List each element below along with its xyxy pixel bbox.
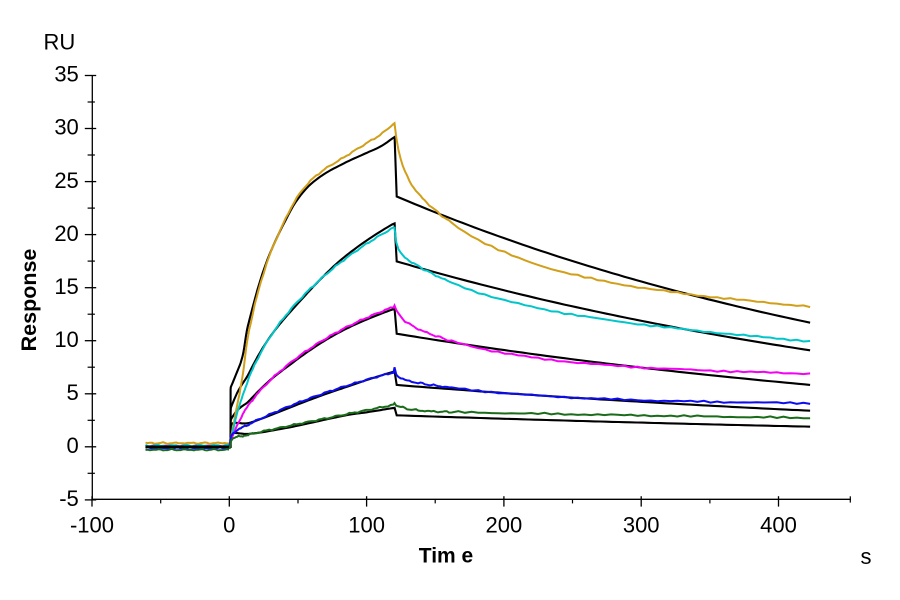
svg-text:5: 5 xyxy=(67,380,79,405)
svg-text:Tim e: Tim e xyxy=(419,544,473,567)
svg-text:20: 20 xyxy=(54,221,78,246)
svg-text:RU: RU xyxy=(44,29,76,54)
svg-text:30: 30 xyxy=(54,115,78,140)
svg-text:10: 10 xyxy=(54,327,78,352)
svg-text:15: 15 xyxy=(54,274,78,299)
svg-text:s: s xyxy=(861,544,872,569)
svg-text:-5: -5 xyxy=(59,486,79,511)
svg-text:0: 0 xyxy=(67,433,79,458)
svg-text:-100: -100 xyxy=(70,513,114,538)
svg-text:300: 300 xyxy=(623,513,660,538)
svg-text:100: 100 xyxy=(348,513,385,538)
svg-text:25: 25 xyxy=(54,168,78,193)
svg-text:Response: Response xyxy=(17,249,41,352)
svg-text:400: 400 xyxy=(760,513,797,538)
svg-text:200: 200 xyxy=(486,513,523,538)
svg-text:0: 0 xyxy=(223,513,235,538)
svg-text:35: 35 xyxy=(54,62,78,87)
